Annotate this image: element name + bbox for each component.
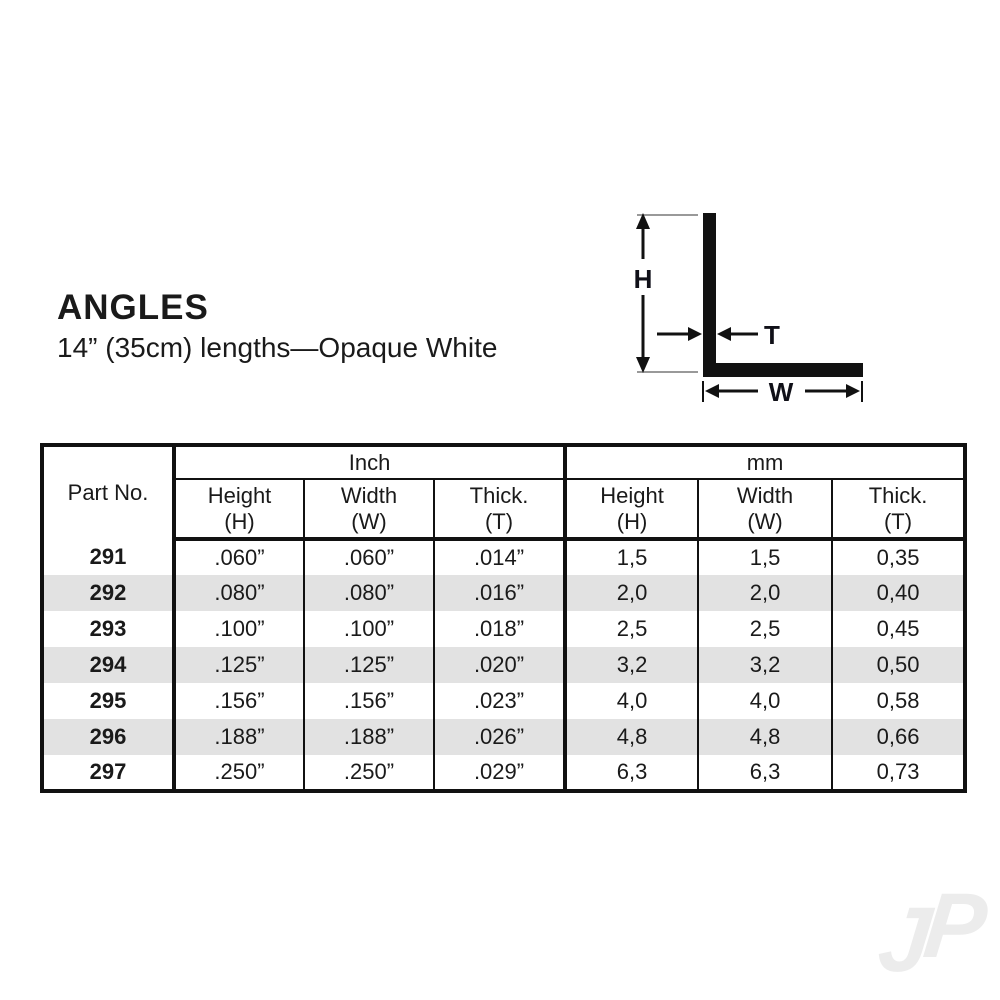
mm-thick-cell: 0,50 bbox=[832, 647, 966, 683]
part-no-cell: 291 bbox=[42, 539, 176, 575]
mm-width-cell: 3,2 bbox=[698, 647, 834, 683]
mm-thick-cell: 0,66 bbox=[832, 719, 966, 755]
inch-thick-cell: .020” bbox=[434, 647, 568, 683]
inch-width-cell: .188” bbox=[304, 719, 435, 755]
mm-thick-cell: 0,58 bbox=[876, 688, 920, 713]
col-header-line2: (H) bbox=[224, 508, 255, 534]
table-row: 293 .100” .100” .018” 2,5 2,5 0,45 bbox=[42, 611, 965, 647]
col-header-mm-width: Width (W) bbox=[698, 479, 834, 541]
inch-height-cell: .188” bbox=[174, 719, 305, 755]
angle-profile-diagram: H T W bbox=[634, 213, 863, 407]
mm-width-cell: 1,5 bbox=[698, 539, 834, 575]
table-row: 292 .080” .080” .016” 2,0 2,0 0,40 bbox=[42, 575, 966, 611]
inch-thick-cell: .026” bbox=[434, 719, 568, 755]
mm-height-cell: 1,5 bbox=[565, 539, 700, 575]
table-row: 296 .188” .188” .026” 4,8 4,8 0,66 bbox=[42, 719, 966, 755]
inch-thick-cell: .023” bbox=[434, 683, 568, 719]
col-header-line1: Height bbox=[207, 482, 272, 508]
mm-height-cell: 2,5 bbox=[565, 611, 700, 647]
col-header-mm-height: Height (H) bbox=[565, 479, 700, 541]
inch-thick-cell: .014” bbox=[434, 539, 568, 575]
h-arrow-up-icon bbox=[636, 213, 650, 229]
inch-thick-cell: .016” bbox=[434, 575, 568, 611]
inch-height-cell: .060” bbox=[174, 539, 305, 575]
col-header-line2: (T) bbox=[484, 508, 514, 534]
table-row: 294 .125” .125” .020” 3,2 3,2 0,50 bbox=[42, 647, 966, 683]
angles-spec-table: Part No. Inch mm Height (H) Width (W) Th… bbox=[40, 443, 968, 793]
w-arrow-right-icon bbox=[846, 384, 860, 398]
w-dimension: W bbox=[702, 377, 863, 407]
mm-height-cell: 4,8 bbox=[565, 719, 700, 755]
col-header-inch-width: Width (W) bbox=[304, 479, 435, 541]
table-row: 295 .156” .156” .023” 4,0 4,0 0,58 bbox=[42, 683, 965, 719]
mm-height-cell: 4,0 bbox=[565, 683, 700, 719]
mm-width-cell: 4,0 bbox=[698, 683, 834, 719]
h-dimension: H bbox=[634, 213, 653, 373]
col-header-line1: Height bbox=[600, 482, 664, 508]
mm-thick-cell: 0,35 bbox=[876, 545, 920, 570]
mm-width-cell: 2,0 bbox=[698, 575, 834, 611]
page-subtitle: 14” (35cm) lengths—Opaque White bbox=[57, 332, 498, 363]
col-header-inch-height: Height (H) bbox=[174, 479, 305, 541]
mm-thick-cell: 0,45 bbox=[876, 616, 920, 641]
col-header-line1: Thick. bbox=[469, 482, 529, 508]
jp-logo-watermark: J P bbox=[856, 872, 1000, 992]
inch-width-cell: .060” bbox=[304, 539, 435, 575]
mm-width-cell: 2,5 bbox=[698, 611, 834, 647]
heading-block: ANGLES 14” (35cm) lengths—Opaque White bbox=[57, 288, 497, 364]
inch-height-cell: .100” bbox=[174, 611, 305, 647]
inch-width-cell: .080” bbox=[304, 575, 435, 611]
inch-width-cell: .125” bbox=[304, 647, 435, 683]
page-title: ANGLES bbox=[57, 288, 209, 327]
h-dimension-label: H bbox=[634, 264, 653, 294]
col-header-inch-thick: Thick. (T) bbox=[434, 479, 568, 541]
col-header-line2: (W) bbox=[351, 508, 387, 534]
part-no-cell: 297 bbox=[42, 755, 176, 791]
table-row: 297 .250” .250” .029” 6,3 6,3 0,73 bbox=[42, 755, 965, 791]
inch-width-cell: .156” bbox=[304, 683, 435, 719]
inch-height-cell: .080” bbox=[174, 575, 305, 611]
col-header-line1: Width bbox=[736, 482, 794, 508]
t-arrow-right-icon bbox=[688, 327, 702, 341]
col-header-mm-thick: Thick. (T) bbox=[832, 479, 966, 541]
col-header-line2: (T) bbox=[883, 508, 913, 534]
inch-height-cell: .125” bbox=[174, 647, 305, 683]
col-header-line2: (W) bbox=[747, 508, 783, 534]
inch-height-cell: .156” bbox=[174, 683, 305, 719]
inch-thick-cell: .029” bbox=[434, 755, 568, 791]
part-no-cell: 294 bbox=[42, 647, 176, 683]
h-arrow-down-icon bbox=[636, 357, 650, 373]
col-header-part-no: Part No. bbox=[42, 445, 176, 539]
inch-height-cell: .250” bbox=[174, 755, 305, 791]
col-header-line1: Width bbox=[340, 482, 398, 508]
mm-width-cell: 6,3 bbox=[698, 755, 834, 791]
part-no-cell: 292 bbox=[42, 575, 176, 611]
part-no-cell: 293 bbox=[42, 611, 176, 647]
w-dimension-label: W bbox=[769, 377, 794, 407]
inch-width-cell: .250” bbox=[304, 755, 435, 791]
col-header-line2: (H) bbox=[616, 508, 648, 534]
angle-horizontal-leg bbox=[703, 363, 863, 377]
inch-thick-cell: .018” bbox=[434, 611, 568, 647]
col-header-line1: Thick. bbox=[868, 482, 928, 508]
part-no-cell: 295 bbox=[42, 683, 176, 719]
mm-height-cell: 2,0 bbox=[565, 575, 700, 611]
part-no-cell: 296 bbox=[42, 719, 176, 755]
mm-thick-cell: 0,40 bbox=[832, 575, 966, 611]
watermark-letter-p: P bbox=[919, 875, 992, 977]
group-header-inch: Inch bbox=[174, 445, 568, 480]
mm-height-cell: 3,2 bbox=[565, 647, 700, 683]
w-arrow-left-icon bbox=[705, 384, 719, 398]
t-arrow-left-icon bbox=[717, 327, 731, 341]
table-row: 291 .060” .060” .014” 1,5 1,5 0,35 bbox=[42, 539, 965, 575]
t-dimension: T bbox=[657, 320, 780, 350]
inch-width-cell: .100” bbox=[304, 611, 435, 647]
t-dimension-label: T bbox=[764, 320, 780, 350]
mm-width-cell: 4,8 bbox=[698, 719, 834, 755]
mm-height-cell: 6,3 bbox=[565, 755, 700, 791]
mm-thick-cell: 0,73 bbox=[876, 759, 920, 784]
group-header-mm: mm bbox=[565, 445, 966, 480]
angle-vertical-leg bbox=[703, 213, 716, 377]
